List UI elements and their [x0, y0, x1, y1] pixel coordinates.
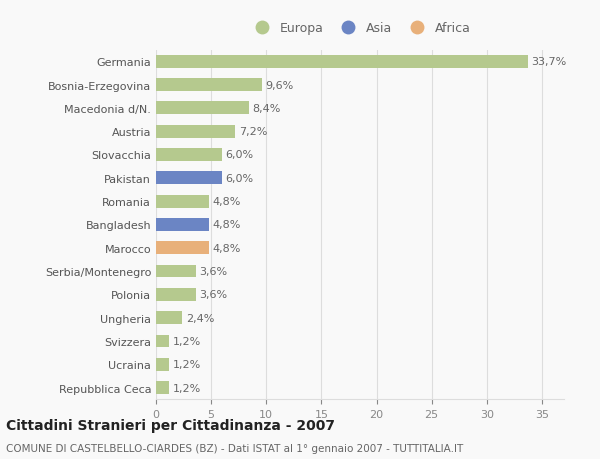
Bar: [156, 102, 248, 115]
Bar: [156, 56, 527, 68]
Bar: [156, 172, 222, 185]
Bar: [156, 242, 209, 255]
Text: 6,0%: 6,0%: [226, 174, 254, 184]
Text: 33,7%: 33,7%: [531, 57, 566, 67]
Text: 4,8%: 4,8%: [212, 196, 241, 207]
Text: 3,6%: 3,6%: [199, 266, 227, 276]
Text: 2,4%: 2,4%: [186, 313, 214, 323]
Bar: [156, 381, 169, 394]
Text: 7,2%: 7,2%: [239, 127, 267, 137]
Bar: [156, 79, 262, 92]
Text: 1,2%: 1,2%: [173, 383, 201, 393]
Bar: [156, 358, 169, 371]
Bar: [156, 265, 196, 278]
Bar: [156, 195, 209, 208]
Text: 3,6%: 3,6%: [199, 290, 227, 300]
Bar: [156, 335, 169, 347]
Text: Cittadini Stranieri per Cittadinanza - 2007: Cittadini Stranieri per Cittadinanza - 2…: [6, 418, 335, 432]
Bar: [156, 218, 209, 231]
Text: 1,2%: 1,2%: [173, 359, 201, 369]
Text: 1,2%: 1,2%: [173, 336, 201, 346]
Text: 8,4%: 8,4%: [252, 104, 280, 114]
Text: 9,6%: 9,6%: [265, 80, 293, 90]
Bar: [156, 288, 196, 301]
Bar: [156, 312, 182, 325]
Text: COMUNE DI CASTELBELLO-CIARDES (BZ) - Dati ISTAT al 1° gennaio 2007 - TUTTITALIA.: COMUNE DI CASTELBELLO-CIARDES (BZ) - Dat…: [6, 443, 463, 453]
Legend: Europa, Asia, Africa: Europa, Asia, Africa: [250, 22, 470, 35]
Text: 6,0%: 6,0%: [226, 150, 254, 160]
Text: 4,8%: 4,8%: [212, 243, 241, 253]
Bar: [156, 125, 235, 138]
Bar: [156, 149, 222, 162]
Text: 4,8%: 4,8%: [212, 220, 241, 230]
